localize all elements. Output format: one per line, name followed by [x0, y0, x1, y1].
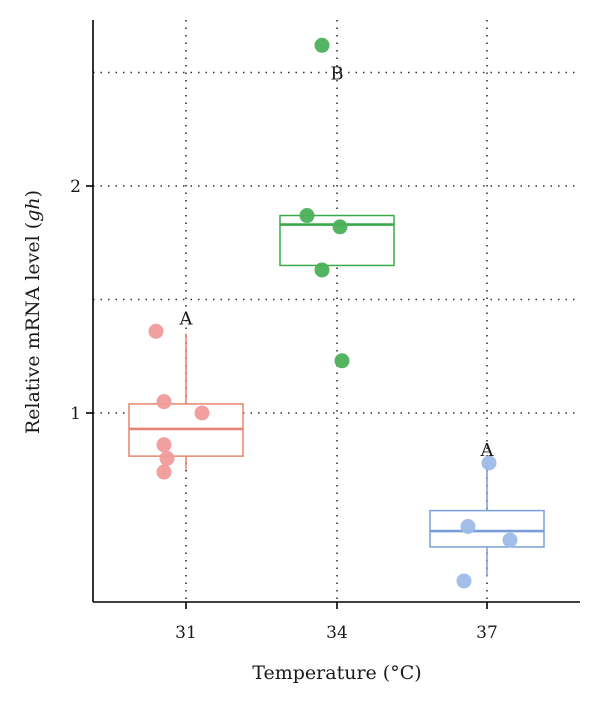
y-tick-label: 1 — [70, 404, 81, 424]
y-axis-label-italic: gh — [22, 197, 44, 221]
x-tick-label: 31 — [175, 623, 197, 643]
data-point — [314, 262, 330, 278]
data-point — [314, 37, 330, 53]
data-point — [460, 519, 476, 534]
data-point — [156, 464, 172, 480]
box-layer — [128, 214, 545, 577]
data-point — [481, 455, 497, 471]
x-tick-label: 34 — [326, 623, 348, 643]
data-point — [148, 323, 164, 339]
y-tick-label: 2 — [70, 177, 81, 197]
y-axis-label-suffix: ) — [22, 190, 44, 197]
data-point — [156, 394, 172, 410]
y-axis-label-prefix: Relative mRNA level ( — [22, 222, 44, 434]
grid-layer — [93, 20, 580, 602]
significance-letter: A — [480, 440, 495, 461]
significance-letter: A — [179, 309, 194, 330]
significance-letter: B — [330, 64, 343, 85]
data-point — [299, 208, 315, 224]
y-axis-label: Relative mRNA level (gh) — [22, 190, 44, 434]
data-point — [159, 450, 175, 466]
x-tick-label: 37 — [476, 623, 498, 643]
data-point — [332, 219, 348, 235]
label-layer: 1 2 31 34 37 A B A — [70, 64, 498, 644]
data-point — [334, 353, 350, 369]
x-axis-label: Temperature (°C) — [252, 662, 421, 684]
data-point — [456, 573, 472, 589]
point-layer — [148, 37, 518, 589]
data-point — [502, 532, 518, 548]
data-point — [156, 437, 172, 453]
data-point — [194, 405, 210, 421]
axis-layer — [86, 20, 580, 609]
box-rect — [429, 509, 545, 548]
